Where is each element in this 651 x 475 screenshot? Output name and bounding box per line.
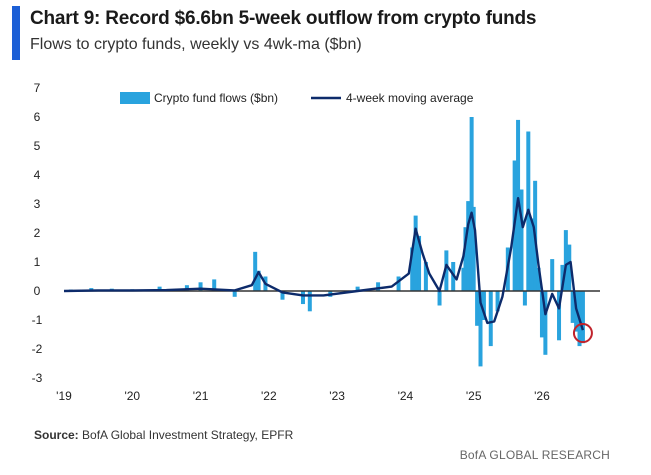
flow-bar bbox=[488, 291, 493, 347]
flow-bar bbox=[307, 291, 312, 312]
y-tick-label: 3 bbox=[34, 197, 41, 211]
flow-bar bbox=[580, 291, 585, 344]
y-tick-label: 0 bbox=[34, 284, 41, 298]
flow-bar bbox=[280, 291, 285, 300]
y-tick-label: 2 bbox=[34, 226, 41, 240]
flow-bar bbox=[567, 244, 572, 291]
moving-average-line bbox=[63, 197, 585, 331]
y-tick-label: -3 bbox=[32, 371, 43, 385]
legend-bars-swatch bbox=[120, 92, 150, 104]
source-note: Source: BofA Global Investment Strategy,… bbox=[34, 428, 293, 442]
flow-bar bbox=[560, 264, 565, 291]
y-tick-label: 7 bbox=[34, 81, 41, 95]
legend: Crypto fund flows ($bn) 4-week moving av… bbox=[120, 91, 474, 105]
x-tick-label: '23 bbox=[329, 389, 345, 403]
accent-bar bbox=[12, 6, 20, 60]
y-tick-label: 6 bbox=[34, 110, 41, 124]
flow-bar bbox=[543, 291, 548, 355]
y-tick-label: -1 bbox=[32, 313, 43, 327]
flow-bar bbox=[495, 291, 500, 312]
chart-title: Chart 9: Record $6.6bn 5-week outflow fr… bbox=[30, 8, 537, 29]
y-tick-label: 1 bbox=[34, 255, 41, 269]
flow-bar bbox=[461, 267, 466, 291]
flow-bar bbox=[212, 279, 217, 291]
flow-bar bbox=[355, 286, 360, 291]
flow-bar bbox=[466, 201, 471, 291]
flow-bar bbox=[557, 291, 562, 341]
flow-bar bbox=[396, 276, 401, 291]
flow-bar bbox=[437, 291, 442, 306]
record-outflow-marker bbox=[572, 323, 593, 344]
flow-bar bbox=[563, 230, 568, 291]
flow-bar bbox=[469, 117, 474, 291]
flow-bar bbox=[475, 291, 480, 326]
source-text: BofA Global Investment Strategy, EPFR bbox=[78, 428, 294, 442]
chart-subtitle: Flows to crypto funds, weekly vs 4wk-ma … bbox=[30, 36, 362, 53]
flow-bar bbox=[198, 282, 203, 291]
flow-bar bbox=[519, 189, 524, 291]
flow-bar bbox=[529, 218, 534, 291]
flow-bar bbox=[471, 206, 476, 291]
flow-bar bbox=[157, 286, 162, 291]
y-tick-label: 4 bbox=[34, 168, 41, 182]
flow-bar bbox=[413, 215, 418, 291]
y-tick-label: -2 bbox=[32, 342, 43, 356]
y-axis: 7 6 5 4 3 2 1 0 -1 -2 -3 bbox=[32, 81, 43, 385]
flow-bar bbox=[550, 259, 555, 291]
legend-line-label: 4-week moving average bbox=[346, 91, 474, 105]
y-tick-label: 5 bbox=[34, 139, 41, 153]
flow-bars bbox=[68, 117, 585, 367]
flow-bar bbox=[417, 235, 422, 291]
flow-bar bbox=[481, 291, 486, 320]
flow-bar bbox=[522, 291, 527, 306]
flow-bar bbox=[536, 267, 541, 291]
x-tick-label: '21 bbox=[193, 389, 209, 403]
x-tick-label: '22 bbox=[261, 389, 277, 403]
flow-bar bbox=[478, 291, 483, 367]
x-tick-label: '25 bbox=[466, 389, 482, 403]
x-tick-label: '24 bbox=[398, 389, 414, 403]
flow-bar bbox=[463, 227, 468, 291]
flow-bar bbox=[253, 251, 258, 291]
source-label: Source: bbox=[34, 428, 79, 442]
x-tick-label: '20 bbox=[124, 389, 140, 403]
flow-bar bbox=[570, 291, 575, 323]
flow-bar bbox=[232, 291, 237, 297]
x-axis: '19 '20 '21 '22 '23 '24 '25 '26 bbox=[56, 389, 550, 403]
brand-label: BofA GLOBAL RESEARCH bbox=[459, 448, 610, 462]
flow-bar bbox=[423, 262, 428, 291]
x-tick-label: '19 bbox=[56, 389, 72, 403]
flow-bar bbox=[410, 247, 415, 291]
x-tick-label: '26 bbox=[534, 389, 550, 403]
flow-bar bbox=[444, 250, 449, 291]
flow-bar bbox=[539, 291, 544, 338]
flow-bar bbox=[256, 270, 261, 291]
flow-bar bbox=[300, 291, 305, 305]
flow-bar bbox=[376, 282, 381, 291]
legend-bars-label: Crypto fund flows ($bn) bbox=[154, 91, 278, 105]
